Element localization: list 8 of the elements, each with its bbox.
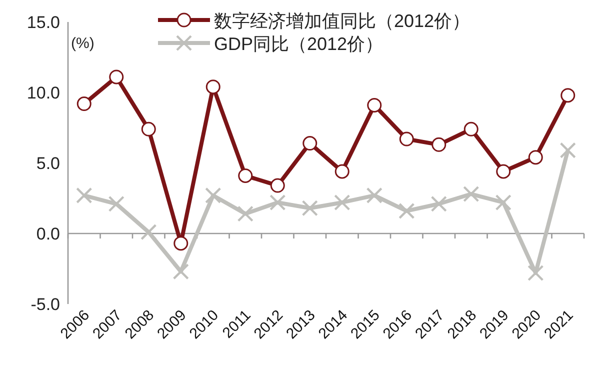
y-tick-label: 10.0 (26, 84, 60, 102)
y-tick-label: 15.0 (26, 13, 60, 32)
y-tick-label: -5.0 (30, 295, 60, 314)
y-tick-label: 5.0 (36, 154, 60, 173)
legend-label: 数字经济增加值同比（2012价） (214, 11, 470, 31)
y-tick-label: 0.0 (36, 224, 60, 244)
legend-label: GDP同比（2012价） (214, 34, 384, 54)
y-axis-title: (%) (71, 35, 94, 52)
